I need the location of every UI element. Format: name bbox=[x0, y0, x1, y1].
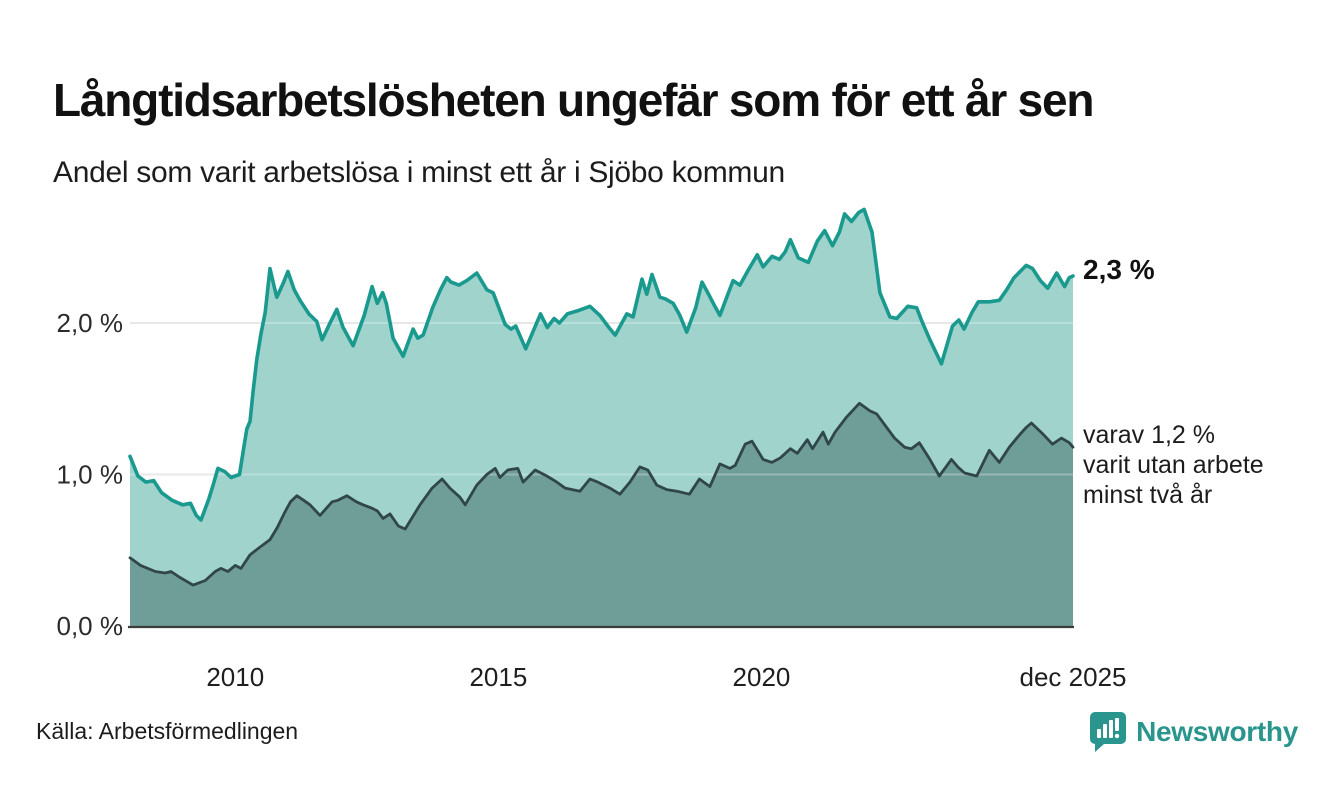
x-tick-label: 2020 bbox=[733, 662, 791, 692]
subset-annotation-line3: minst två år bbox=[1083, 481, 1213, 509]
y-tick-label: 2,0 % bbox=[57, 308, 124, 338]
subset-annotation: varav 1,2 % varit utan arbete minst två … bbox=[1083, 420, 1264, 510]
subset-annotation-line1: varav 1,2 % bbox=[1083, 421, 1216, 449]
chart-title: Långtidsarbetslösheten ungefär som för e… bbox=[53, 73, 1095, 126]
x-tick-label: dec 2025 bbox=[1020, 662, 1127, 692]
newsworthy-icon bbox=[1090, 712, 1127, 752]
source-credit: Källa: Arbetsförmedlingen bbox=[36, 718, 299, 744]
x-tick-label: 2015 bbox=[469, 662, 527, 692]
subset-annotation-line2: varit utan arbete bbox=[1083, 451, 1264, 479]
y-tick-label: 1,0 % bbox=[57, 460, 124, 490]
y-tick-label: 0,0 % bbox=[57, 611, 124, 641]
area-fill bbox=[130, 403, 1073, 626]
x-tick-label: 2010 bbox=[206, 662, 264, 692]
chart-subtitle: Andel som varit arbetslösa i minst ett å… bbox=[53, 156, 785, 189]
latest-total-value-label: 2,3 % bbox=[1083, 254, 1155, 285]
brand-logo: Newsworthy bbox=[1090, 712, 1298, 752]
brand-name: Newsworthy bbox=[1136, 716, 1298, 747]
series-line bbox=[128, 207, 1075, 522]
series-line bbox=[128, 401, 1075, 587]
